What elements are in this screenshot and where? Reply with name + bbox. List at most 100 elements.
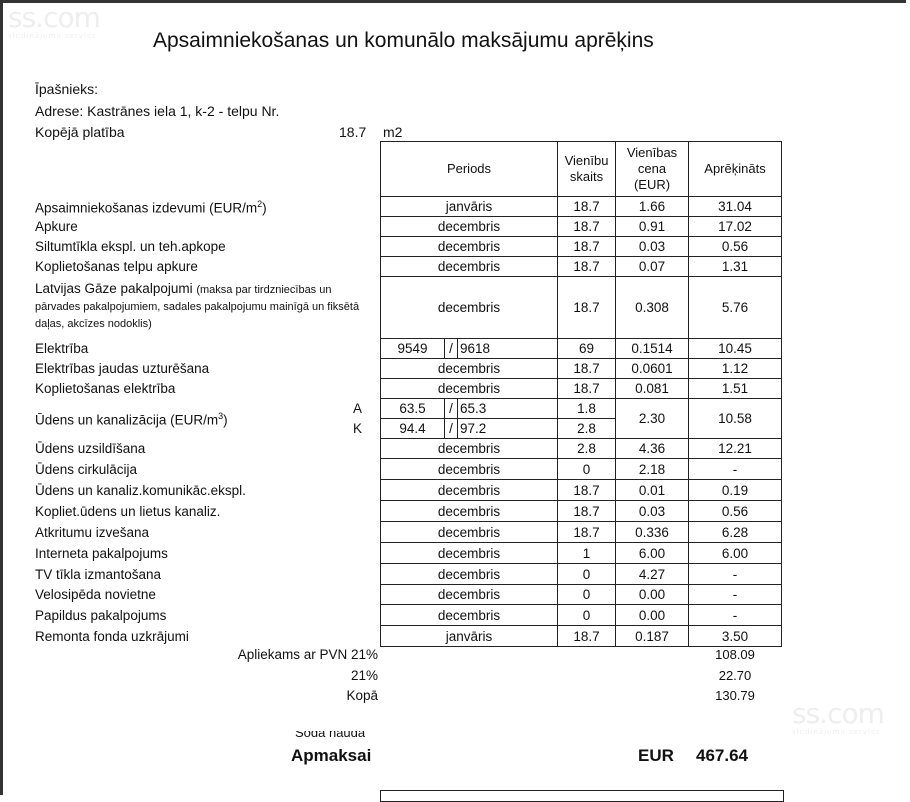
calculated-amount: 0.19 xyxy=(688,479,782,501)
units-count: 18.7 xyxy=(557,236,616,257)
unit-price: 4.27 xyxy=(615,563,689,585)
row-label-text: Elektrība xyxy=(35,341,89,356)
period: decembris xyxy=(380,236,558,257)
calculated-amount: - xyxy=(688,458,782,480)
electricity-meter-reading-to: 9618 xyxy=(457,338,558,359)
units-count: 0 xyxy=(557,563,616,585)
header-period: Periods xyxy=(380,141,558,197)
period: decembris xyxy=(380,479,558,501)
electricity-meter-separator: / xyxy=(444,338,458,359)
calculated-amount: 1.51 xyxy=(688,378,782,399)
period: decembris xyxy=(380,584,558,605)
row-label: Ūdens uzsildīšana xyxy=(35,441,145,456)
row-label: Apkure xyxy=(35,219,78,234)
units-count: 18.7 xyxy=(557,500,616,522)
row-label-text: Velosipēda novietne xyxy=(35,587,156,602)
units-count: 18.7 xyxy=(557,378,616,399)
row-label-text: Ūdens un kanaliz.komunikāc.ekspl. xyxy=(35,482,246,498)
row-label-text: Remonta fonda uzkrājumi xyxy=(35,628,189,644)
unit-price: 0.00 xyxy=(615,604,689,626)
units-count: 2.8 xyxy=(557,418,616,439)
address: Adrese: Kastrānes iela 1, k-2 - telpu Nr… xyxy=(35,103,280,119)
meter-marker: K xyxy=(353,421,363,436)
period: janvāris xyxy=(380,196,558,217)
header-unit-price: Vienības cena (EUR) xyxy=(615,141,689,197)
calculated-amount: - xyxy=(688,584,782,605)
units-count: 0 xyxy=(557,584,616,605)
row-label: Koplietošanas telpu apkure xyxy=(35,259,198,274)
calculated-amount: 5.76 xyxy=(688,276,782,339)
period: decembris xyxy=(380,500,558,522)
water-meter-reading-to: 97.2 xyxy=(457,418,558,439)
calculated-amount: - xyxy=(688,563,782,585)
units-count: 18.7 xyxy=(557,521,616,543)
row-label: Papildus pakalpojums xyxy=(35,608,166,623)
penalty-label: Soda nauda xyxy=(295,731,366,740)
row-label: Remonta fonda uzkrājumi xyxy=(35,629,189,644)
calculated-amount: 0.56 xyxy=(688,500,782,522)
header-calculated: Aprēķināts xyxy=(688,141,782,197)
row-label-text: Apsaimniekošanas izdevumi (EUR/m xyxy=(35,200,258,216)
owner-label: Īpašnieks: xyxy=(35,81,99,97)
unit-price: 0.03 xyxy=(615,236,689,257)
document-title: Apsaimniekošanas un komunālo maksājumu a… xyxy=(153,29,654,52)
water-meter-reading-from: 63.5 xyxy=(380,398,445,419)
row-label-text: Latvijas Gāze pakalpojumi xyxy=(35,281,193,296)
row-label-text: Koplietošanas elektrība xyxy=(35,381,176,396)
units-count: 18.7 xyxy=(557,358,616,379)
calculated-amount: 12.21 xyxy=(688,438,782,459)
row-label: Koplietošanas elektrība xyxy=(35,381,175,396)
unit-price: 0.0601 xyxy=(615,358,689,379)
total-value: 108.09 xyxy=(715,647,755,662)
row-label-sup: 3 xyxy=(218,411,224,421)
row-label: Apsaimniekošanas izdevumi (EUR/m2) xyxy=(35,199,267,216)
unit-price: 0.187 xyxy=(615,625,689,647)
period: decembris xyxy=(380,563,558,585)
calculated-amount: 17.02 xyxy=(688,216,782,237)
row-label: TV tīkla izmantošana xyxy=(35,567,161,582)
calculated-amount: 10.58 xyxy=(688,398,782,439)
unit-price: 0.00 xyxy=(615,584,689,605)
unit-price: 1.66 xyxy=(615,196,689,217)
period: decembris xyxy=(380,358,558,379)
units-count: 18.7 xyxy=(557,479,616,501)
calculated-amount: 3.50 xyxy=(688,625,782,647)
water-meter-separator: / xyxy=(444,418,458,439)
row-label: Ūdens cirkulācija xyxy=(35,462,137,477)
calculated-amount: 10.45 xyxy=(688,338,782,359)
period: decembris xyxy=(380,216,558,237)
payable-value: 467.64 xyxy=(696,746,748,765)
bottom-box xyxy=(380,790,784,802)
header-units-count: Vienību skaits xyxy=(557,141,616,197)
units-count: 18.7 xyxy=(557,196,616,217)
units-count: 2.8 xyxy=(557,438,616,459)
period: decembris xyxy=(380,378,558,399)
calculated-amount: 1.31 xyxy=(688,256,782,277)
row-label: Elektrība xyxy=(35,341,88,356)
row-label-text: Ūdens cirkulācija xyxy=(35,461,138,477)
unit-price: 0.336 xyxy=(615,521,689,543)
calculated-amount: 6.28 xyxy=(688,521,782,543)
calculated-amount: 31.04 xyxy=(688,196,782,217)
period: janvāris xyxy=(380,625,558,647)
row-label-text: Koplietošanas telpu apkure xyxy=(35,259,198,274)
unit-price: 0.1514 xyxy=(615,338,689,359)
row-label-text: Siltumtīkla ekspl. un teh.apkope xyxy=(35,239,226,254)
row-label-text: Ūdens un kanalizācija (EUR/m xyxy=(35,412,219,428)
water-meter-reading-from: 94.4 xyxy=(380,418,445,439)
row-label: Atkritumu izvešana xyxy=(35,525,149,540)
row-label-text: Kopliet.ūdens un lietus kanaliz. xyxy=(35,503,221,519)
total-value: 130.79 xyxy=(715,688,755,703)
row-label-tail: ) xyxy=(262,200,267,216)
row-label: Elektrības jaudas uzturēšana xyxy=(35,361,209,376)
units-count: 69 xyxy=(557,338,616,359)
calculated-amount: 1.12 xyxy=(688,358,782,379)
row-label-text: TV tīkla izmantošana xyxy=(35,566,162,582)
units-count: 0 xyxy=(557,458,616,480)
period: decembris xyxy=(380,438,558,459)
period: decembris xyxy=(380,458,558,480)
unit-price: 0.081 xyxy=(615,378,689,399)
row-note: (maksa par tirdzniecības un pārvades pak… xyxy=(35,284,360,330)
row-label: Siltumtīkla ekspl. un teh.apkope xyxy=(35,239,226,254)
